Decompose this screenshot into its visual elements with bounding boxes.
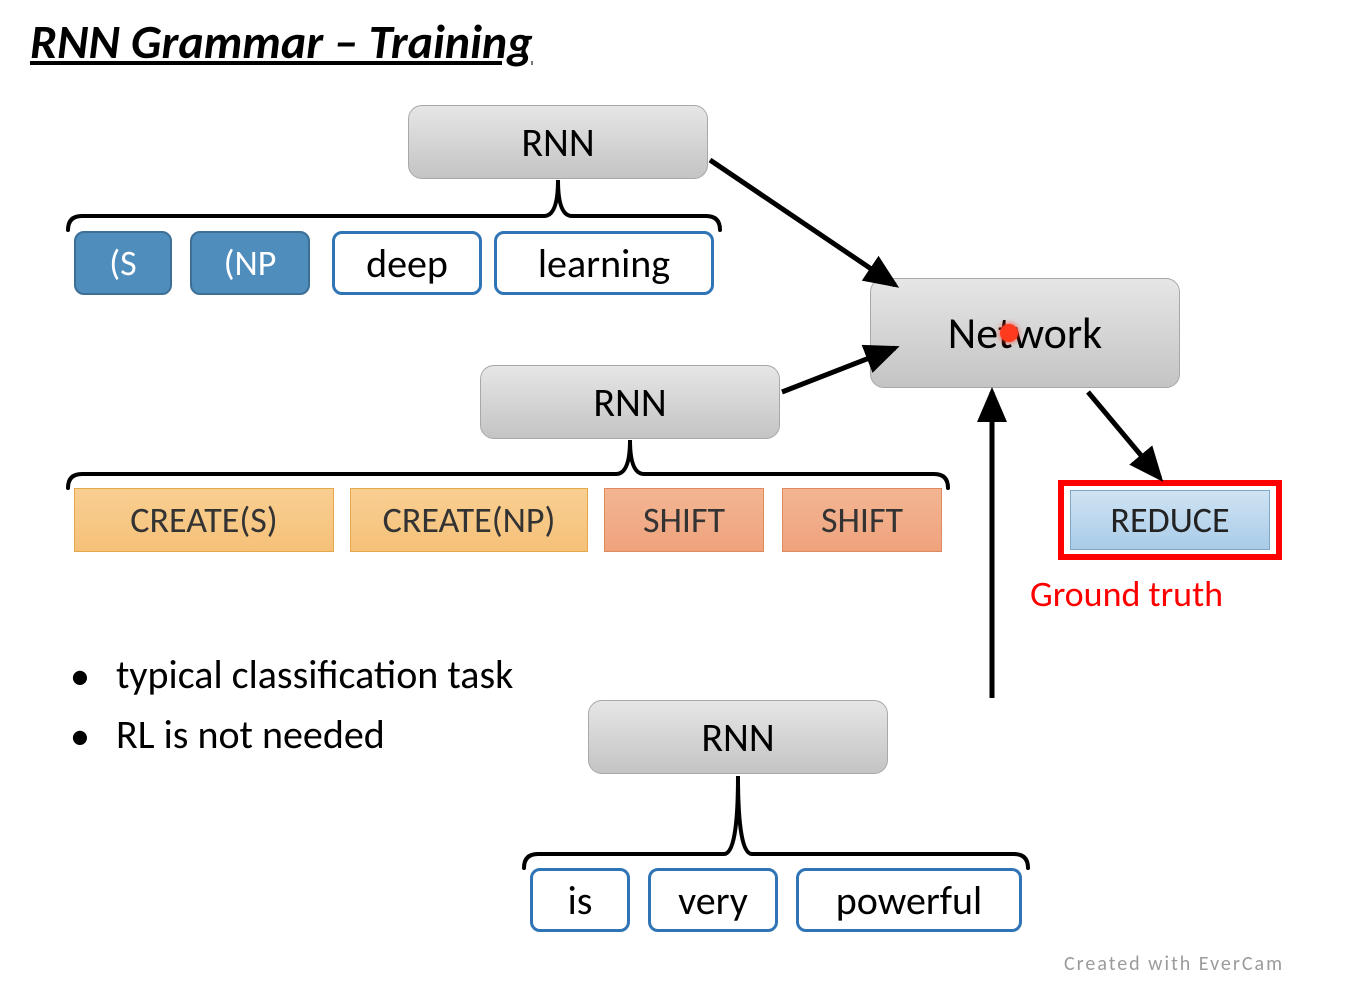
action-create-np: CREATE(NP): [350, 488, 588, 552]
token-powerful: powerful: [796, 868, 1022, 932]
arrow-net-red: [1088, 392, 1160, 478]
reduce-highlight-frame: [1058, 480, 1282, 560]
token-very: very: [648, 868, 778, 932]
token-learning: learning: [494, 231, 714, 295]
bullet-dot-2: •: [70, 716, 90, 756]
token-open-np: (NP: [190, 231, 310, 295]
ground-truth-label: Ground truth: [1030, 572, 1223, 616]
token-deep: deep: [332, 231, 482, 295]
bullet-1: typical classification task: [116, 650, 513, 699]
action-shift-2: SHIFT: [782, 488, 942, 552]
brace-1: [68, 180, 720, 230]
token-open-s: (S: [74, 231, 172, 295]
rnn-node-2: RNN: [480, 365, 780, 439]
rnn-node-3: RNN: [588, 700, 888, 774]
token-is: is: [530, 868, 630, 932]
brace-3: [524, 776, 1028, 868]
arrow-rnn1-net: [710, 160, 895, 285]
slide-title: RNN Grammar – Training: [30, 12, 533, 71]
laser-cursor-icon: [1000, 324, 1018, 342]
brace-2: [68, 440, 948, 488]
slide-stage: RNN Grammar – Training RNN RNN RNN Netwo…: [0, 0, 1354, 989]
watermark-label: Created with EverCam: [1064, 952, 1284, 976]
bullet-dot-1: •: [70, 656, 90, 696]
network-node: Network: [870, 278, 1180, 388]
action-shift-1: SHIFT: [604, 488, 764, 552]
action-create-s: CREATE(S): [74, 488, 334, 552]
bullet-2: RL is not needed: [116, 710, 385, 759]
rnn-node-1: RNN: [408, 105, 708, 179]
